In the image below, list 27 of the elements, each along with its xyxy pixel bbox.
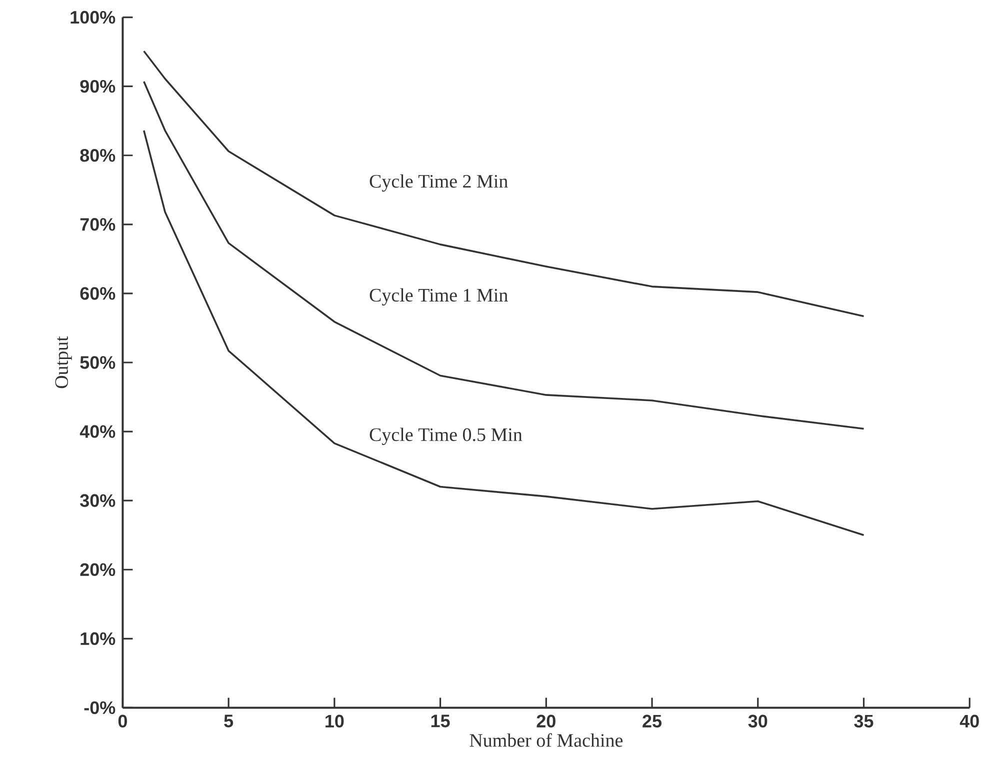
series-label: Cycle Time 0.5 Min bbox=[370, 428, 522, 446]
y-tick-label: 90% bbox=[80, 80, 116, 93]
line-series bbox=[142, 50, 865, 318]
y-tick-label: 70% bbox=[80, 218, 116, 231]
y-tick-label: 30% bbox=[80, 494, 116, 507]
y-tick-label: 100% bbox=[70, 10, 116, 24]
x-tick-label: 40 bbox=[960, 714, 979, 728]
y-tick-label: -0% bbox=[84, 701, 116, 714]
x-axis-title: Number of Machine bbox=[470, 733, 623, 747]
y-axis-title: Output bbox=[55, 336, 72, 388]
x-tick-label: 25 bbox=[642, 714, 662, 728]
y-tick-label: 50% bbox=[80, 356, 116, 369]
x-tick-label: 10 bbox=[326, 714, 344, 728]
x-tick-label: 20 bbox=[536, 714, 556, 728]
x-tick-label: 15 bbox=[431, 714, 450, 728]
y-tick-label: 60% bbox=[80, 287, 116, 300]
y-tick-label: 80% bbox=[80, 148, 116, 162]
x-tick-label: 35 bbox=[854, 714, 874, 728]
line-series bbox=[142, 130, 865, 536]
y-tick-label: 20% bbox=[80, 563, 116, 576]
series-label: Cycle Time 1 Min bbox=[370, 288, 508, 306]
series-label: Cycle Time 2 Min bbox=[370, 174, 508, 192]
x-tick-label: 0 bbox=[118, 714, 127, 728]
x-tick-label: 5 bbox=[224, 714, 234, 728]
y-tick-label: 10% bbox=[80, 632, 116, 646]
x-tick-label: 30 bbox=[748, 714, 768, 728]
y-tick-label: 40% bbox=[80, 425, 116, 438]
